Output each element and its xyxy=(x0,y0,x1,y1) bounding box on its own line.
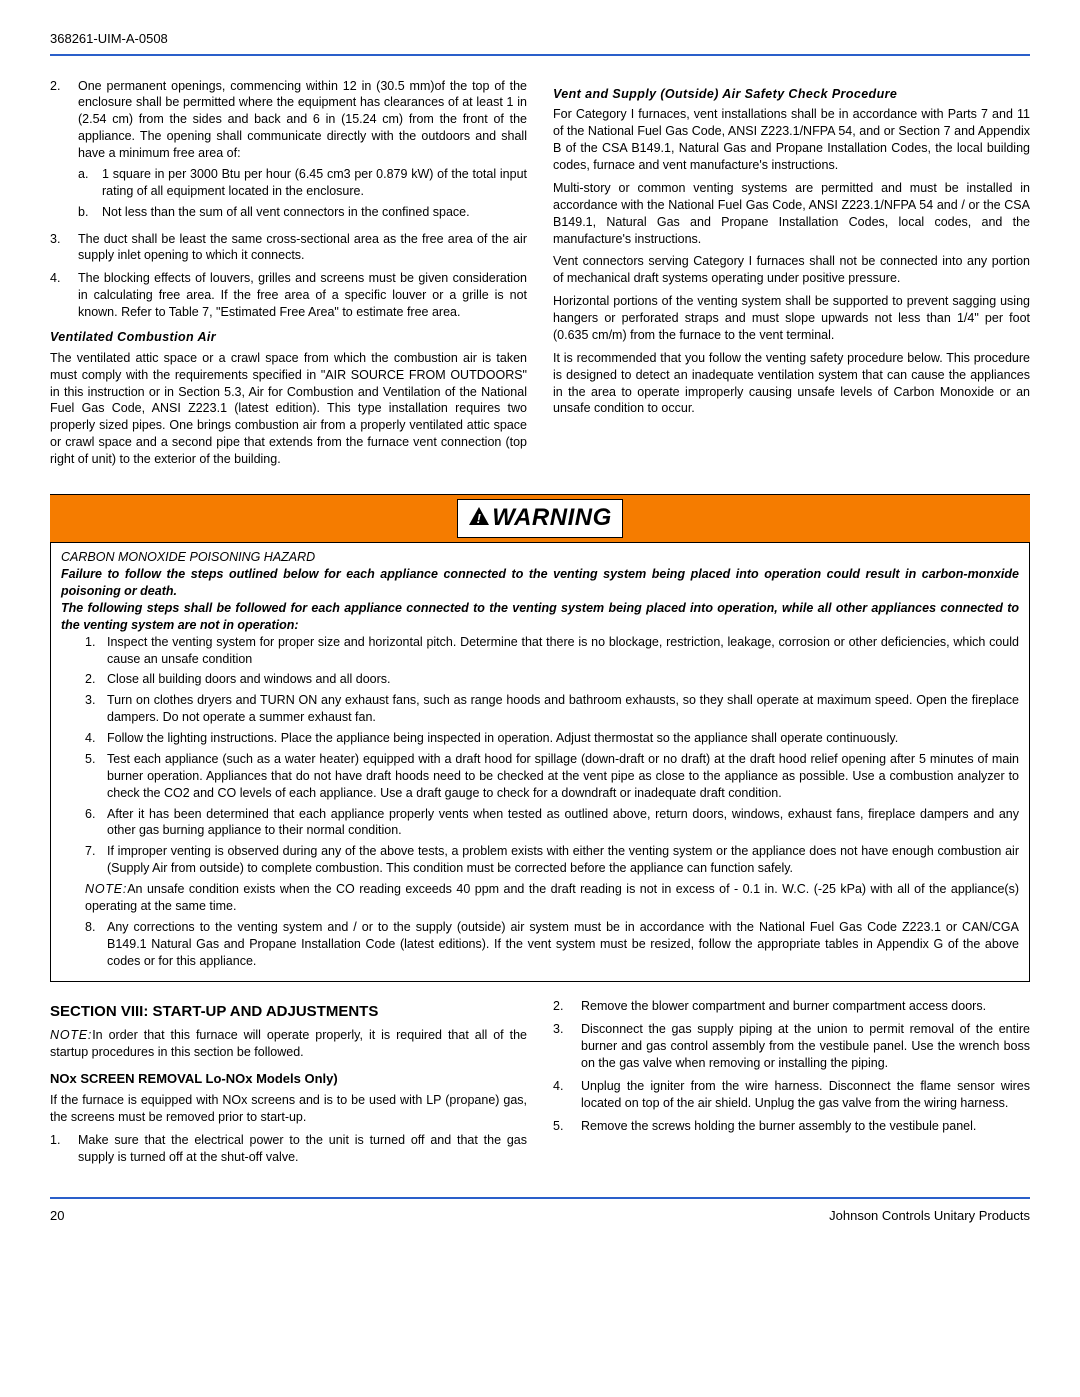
item-number: 2. xyxy=(50,78,78,225)
warning-list-cont: 8.Any corrections to the venting system … xyxy=(61,919,1019,970)
para: It is recommended that you follow the ve… xyxy=(553,350,1030,418)
list-item: 8.Any corrections to the venting system … xyxy=(85,919,1019,970)
list-item: 4.Follow the lighting instructions. Plac… xyxy=(85,730,1019,747)
warning-note: NOTE:An unsafe condition exists when the… xyxy=(61,881,1019,915)
section8-note: NOTE:In order that this furnace will ope… xyxy=(50,1027,527,1061)
list-item: 2.Remove the blower compartment and burn… xyxy=(553,998,1030,1015)
section8-right-list: 2.Remove the blower compartment and burn… xyxy=(553,998,1030,1134)
warning-bold-1: Failure to follow the steps outlined bel… xyxy=(61,566,1019,600)
section8-right: 2.Remove the blower compartment and burn… xyxy=(553,998,1030,1171)
doc-header: 368261-UIM-A-0508 xyxy=(50,30,1030,56)
warning-label-text: WARNING xyxy=(492,504,612,531)
nox-para: If the furnace is equipped with NOx scre… xyxy=(50,1092,527,1126)
section8-left-list: 1.Make sure that the electrical power to… xyxy=(50,1132,527,1166)
section8-title: SECTION VIII: START-UP AND ADJUSTMENTS xyxy=(50,1002,527,1022)
left-column: 2. One permanent openings, commencing wi… xyxy=(50,78,527,474)
svg-text:!: ! xyxy=(477,511,482,526)
list-item: 1.Inspect the venting system for proper … xyxy=(85,634,1019,668)
right-column: Vent and Supply (Outside) Air Safety Che… xyxy=(553,78,1030,474)
list-item: 1.Make sure that the electrical power to… xyxy=(50,1132,527,1166)
page-number: 20 xyxy=(50,1207,64,1225)
list-item: a.1 square in per 3000 Btu per hour (6.4… xyxy=(78,166,527,200)
section8-columns: SECTION VIII: START-UP AND ADJUSTMENTS N… xyxy=(50,998,1030,1171)
warning-label-box: ! WARNING xyxy=(457,499,623,538)
list-item: 5.Test each appliance (such as a water h… xyxy=(85,751,1019,802)
page-footer: 20 Johnson Controls Unitary Products xyxy=(50,1197,1030,1225)
list-item: b.Not less than the sum of all vent conn… xyxy=(78,204,527,221)
company-name: Johnson Controls Unitary Products xyxy=(829,1207,1030,1225)
list-item: 4.The blocking effects of louvers, grill… xyxy=(50,270,527,321)
ventilated-combustion-air-para: The ventilated attic space or a crawl sp… xyxy=(50,350,527,468)
list-item: 2.Close all building doors and windows a… xyxy=(85,671,1019,688)
vent-safety-heading: Vent and Supply (Outside) Air Safety Che… xyxy=(553,86,1030,103)
item-text: One permanent openings, commencing withi… xyxy=(78,78,527,225)
para: Horizontal portions of the venting syste… xyxy=(553,293,1030,344)
warning-banner: ! WARNING xyxy=(50,494,1030,543)
para: Multi-story or common venting systems ar… xyxy=(553,180,1030,248)
warning-triangle-icon: ! xyxy=(468,503,490,535)
note-label: NOTE: xyxy=(85,882,127,896)
left-main-list: 2. One permanent openings, commencing wi… xyxy=(50,78,527,321)
para: For Category I furnaces, vent installati… xyxy=(553,106,1030,174)
warning-list: 1.Inspect the venting system for proper … xyxy=(61,634,1019,877)
list-item: 4.Unplug the igniter from the wire harne… xyxy=(553,1078,1030,1112)
hazard-title: CARBON MONOXIDE POISONING HAZARD xyxy=(61,549,1019,566)
ventilated-combustion-air-heading: Ventilated Combustion Air xyxy=(50,329,527,346)
list-item: 6.After it has been determined that each… xyxy=(85,806,1019,840)
note-label: NOTE: xyxy=(50,1028,92,1042)
warning-bold-2: The following steps shall be followed fo… xyxy=(61,600,1019,634)
note-text: In order that this furnace will operate … xyxy=(50,1028,527,1059)
doc-id: 368261-UIM-A-0508 xyxy=(50,31,168,46)
list-item: 3.Turn on clothes dryers and TURN ON any… xyxy=(85,692,1019,726)
section8-left: SECTION VIII: START-UP AND ADJUSTMENTS N… xyxy=(50,998,527,1171)
list-item: 3.Disconnect the gas supply piping at th… xyxy=(553,1021,1030,1072)
list-item: 2. One permanent openings, commencing wi… xyxy=(50,78,527,225)
nox-heading: NOx SCREEN REMOVAL Lo-NOx Models Only) xyxy=(50,1070,527,1088)
list-item: 5.Remove the screws holding the burner a… xyxy=(553,1118,1030,1135)
list-item: 7.If improper venting is observed during… xyxy=(85,843,1019,877)
warning-box: CARBON MONOXIDE POISONING HAZARD Failure… xyxy=(50,543,1030,982)
note-text: An unsafe condition exists when the CO r… xyxy=(85,882,1019,913)
main-columns: 2. One permanent openings, commencing wi… xyxy=(50,78,1030,474)
para: Vent connectors serving Category I furna… xyxy=(553,253,1030,287)
sub-list: a.1 square in per 3000 Btu per hour (6.4… xyxy=(78,166,527,221)
list-item: 3.The duct shall be least the same cross… xyxy=(50,231,527,265)
